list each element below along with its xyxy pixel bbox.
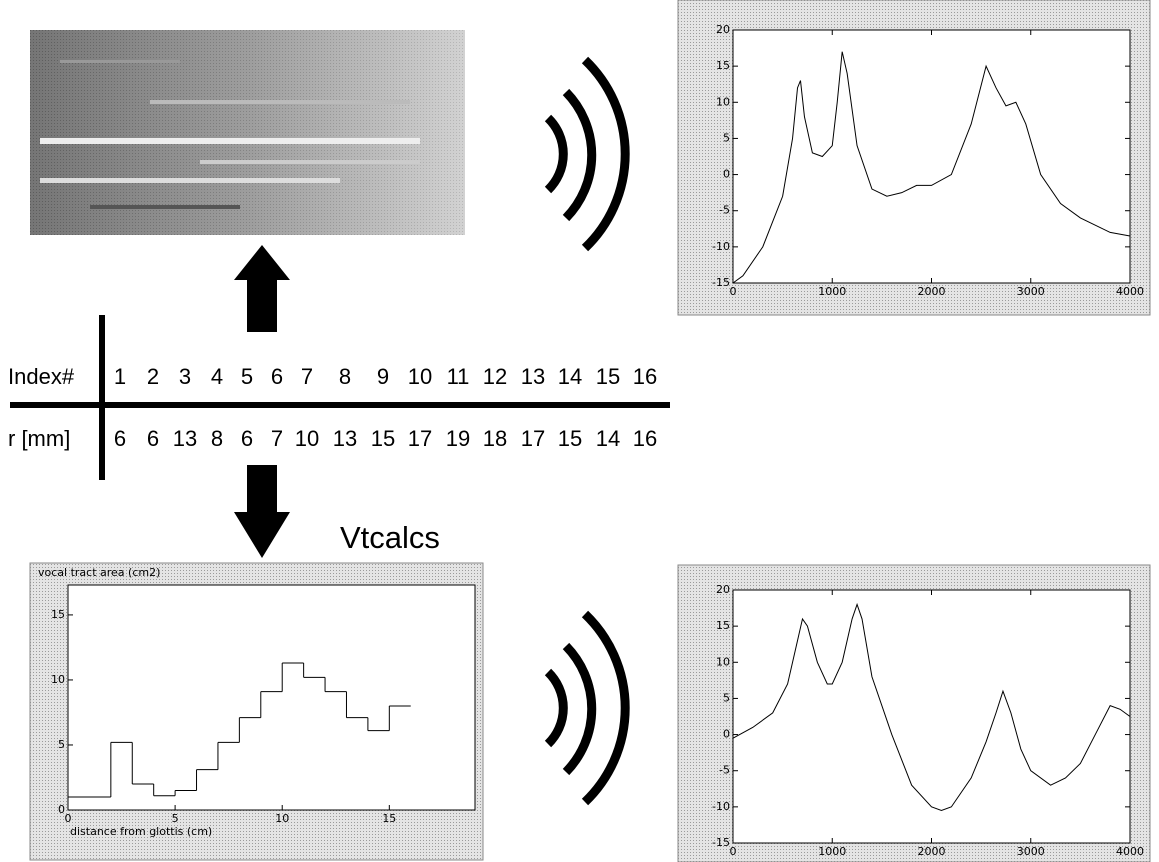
cell: 7 — [271, 426, 283, 451]
cell: 17 — [521, 426, 545, 451]
cell: 10 — [295, 426, 319, 451]
y-tick-label: 5 — [723, 131, 730, 144]
x-tick-label: 10 — [275, 812, 289, 825]
cell: 14 — [596, 426, 620, 451]
cell: 11 — [447, 364, 470, 389]
cell: 5 — [241, 364, 253, 389]
cell: 15 — [371, 426, 395, 451]
cell: 13 — [521, 364, 545, 389]
x-tick-label: 2000 — [918, 845, 946, 858]
y-tick-label: -5 — [719, 204, 730, 217]
y-tick-label: 10 — [716, 655, 730, 668]
cell: 2 — [147, 364, 159, 389]
y-tick-label: 0 — [723, 168, 730, 181]
cell: 7 — [301, 364, 313, 389]
y-tick-label: 20 — [716, 583, 730, 596]
y-tick-label: -15 — [712, 276, 730, 289]
x-tick-label: 0 — [730, 845, 737, 858]
cell: 6 — [271, 364, 283, 389]
y-tick-label: -5 — [719, 764, 730, 777]
plot-area — [68, 585, 475, 810]
y-tick-label: 10 — [51, 673, 65, 686]
y-tick-label: 10 — [716, 95, 730, 108]
cell: 16 — [633, 364, 657, 389]
x-tick-label: 4000 — [1116, 285, 1144, 298]
cell: 15 — [558, 426, 582, 451]
y-tick-label: 15 — [51, 608, 65, 621]
cell: 6 — [114, 426, 126, 451]
x-tick-label: 0 — [65, 812, 72, 825]
x-tick-label: 3000 — [1017, 285, 1045, 298]
y-tick-label: -15 — [712, 836, 730, 849]
photo — [30, 30, 465, 235]
y-tick-label: 5 — [58, 738, 65, 751]
y-tick-label: -10 — [712, 240, 730, 253]
tool-label: Vtcalcs — [340, 520, 440, 555]
cell: 8 — [339, 364, 351, 389]
cell: 16 — [633, 426, 657, 451]
row-header: r [mm] — [8, 426, 70, 451]
cell: 14 — [558, 364, 582, 389]
chart-title: vocal tract area (cm2) — [38, 566, 160, 579]
cell: 8 — [211, 426, 223, 451]
plot-area — [733, 30, 1130, 283]
x-tick-label: 1000 — [818, 285, 846, 298]
x-tick-label: 15 — [382, 812, 396, 825]
y-tick-label: 5 — [723, 691, 730, 704]
cell: 12 — [483, 364, 507, 389]
cell: 6 — [147, 426, 159, 451]
x-tick-label: 2000 — [918, 285, 946, 298]
x-axis-label: distance from glottis (cm) — [70, 825, 212, 838]
x-tick-label: 1000 — [818, 845, 846, 858]
plot-area — [733, 590, 1130, 843]
y-tick-label: 15 — [716, 619, 730, 632]
x-tick-label: 4000 — [1116, 845, 1144, 858]
row-header: Index# — [8, 364, 75, 389]
cell: 10 — [408, 364, 432, 389]
cell: 13 — [173, 426, 197, 451]
cell: 18 — [483, 426, 507, 451]
y-tick-label: 20 — [716, 23, 730, 36]
arrow-down — [234, 465, 290, 558]
x-tick-label: 3000 — [1017, 845, 1045, 858]
cell: 17 — [408, 426, 432, 451]
x-tick-label: 5 — [172, 812, 179, 825]
y-tick-label: 15 — [716, 59, 730, 72]
cell: 13 — [333, 426, 357, 451]
x-tick-label: 0 — [730, 285, 737, 298]
cell: 15 — [596, 364, 620, 389]
cell: 4 — [211, 364, 223, 389]
y-tick-label: 0 — [723, 728, 730, 741]
cell: 1 — [114, 364, 126, 389]
cell: 19 — [446, 426, 470, 451]
figure: Vtcalcs -15-10-5051015200100020003000400… — [0, 0, 1159, 862]
cell: 9 — [377, 364, 389, 389]
cell: 6 — [241, 426, 253, 451]
arrow-up — [234, 245, 290, 332]
cell: 3 — [179, 364, 191, 389]
y-tick-label: -10 — [712, 800, 730, 813]
